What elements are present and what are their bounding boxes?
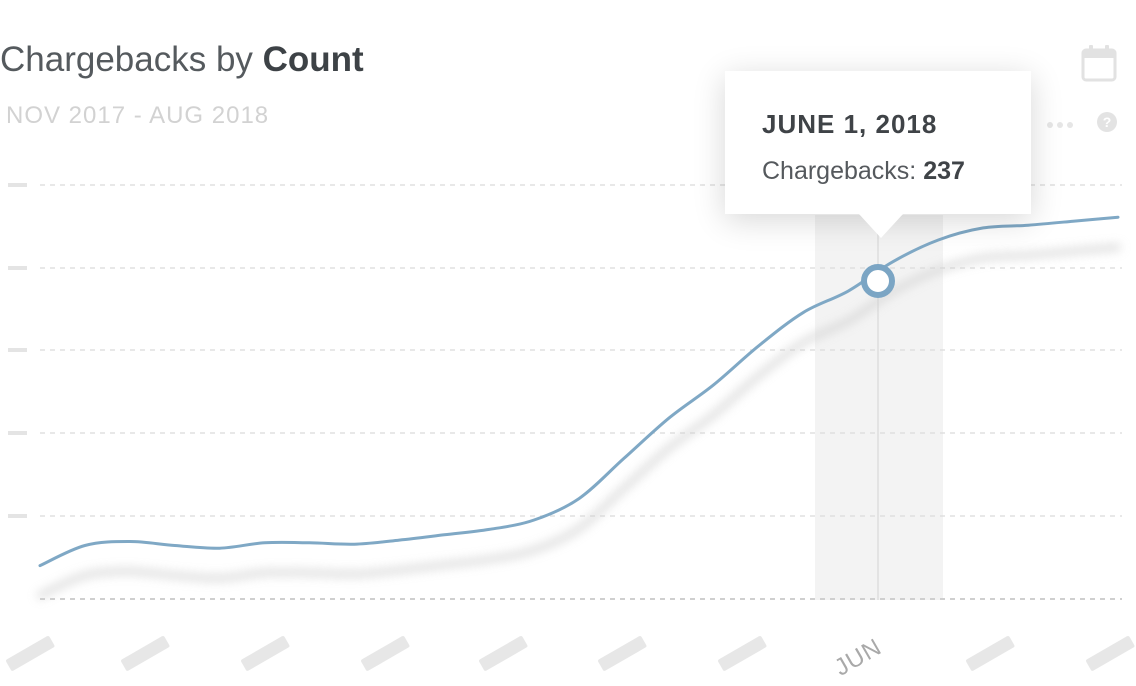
data-point — [621, 455, 627, 461]
data-point — [217, 545, 223, 551]
tooltip-value: 237 — [923, 157, 965, 185]
data-point — [576, 496, 582, 502]
data-point — [801, 309, 807, 315]
tooltip-label: Chargebacks: — [762, 157, 924, 185]
data-tooltip: JUNE 1, 2018 Chargebacks: 237 — [725, 71, 1031, 238]
data-point — [1070, 218, 1076, 224]
x-tick-placeholder — [1086, 636, 1135, 671]
data-point — [890, 258, 896, 264]
series-line-shadow — [37, 244, 1121, 599]
chart-title-emphasis: Count — [262, 40, 364, 79]
data-point — [666, 415, 672, 421]
chart-title-prefix: Chargebacks by — [0, 40, 263, 79]
calendar-icon[interactable] — [1081, 44, 1117, 87]
help-icon[interactable]: ? — [1096, 111, 1118, 138]
highlighted-data-point[interactable] — [861, 264, 895, 298]
data-point — [351, 541, 357, 547]
date-range-subtitle: NOV 2017 - AUG 2018 — [6, 102, 270, 129]
x-tick-label: JUN — [830, 633, 887, 681]
data-point — [307, 540, 313, 546]
x-tick-placeholder — [598, 636, 647, 671]
x-tick-placeholder — [6, 636, 55, 671]
data-point — [756, 343, 762, 349]
data-point — [486, 526, 492, 532]
x-tick-placeholder — [361, 636, 410, 671]
svg-text:?: ? — [1103, 114, 1112, 130]
data-point — [262, 540, 268, 546]
data-point — [531, 517, 537, 523]
data-point — [172, 543, 178, 549]
x-tick-placeholder — [718, 636, 767, 671]
data-point — [127, 539, 133, 545]
x-axis-ticks: JUN — [6, 633, 1135, 682]
x-tick-placeholder — [241, 636, 290, 671]
data-point — [1115, 214, 1121, 220]
tooltip-date: JUNE 1, 2018 — [762, 109, 938, 139]
data-point — [1025, 222, 1031, 228]
series-line — [38, 215, 1120, 568]
data-point — [980, 225, 986, 231]
more-icon[interactable] — [1046, 116, 1074, 134]
data-point — [935, 237, 941, 243]
chart-title: Chargebacks by Count — [0, 40, 364, 80]
data-point — [846, 288, 852, 294]
tooltip-value-row: Chargebacks: 237 — [762, 157, 965, 186]
x-tick-placeholder — [479, 636, 528, 671]
data-point — [441, 532, 447, 538]
data-point — [711, 382, 717, 388]
x-tick-placeholder — [121, 636, 170, 671]
data-point — [396, 537, 402, 543]
data-point — [82, 543, 88, 549]
grid-lines — [8, 183, 1122, 600]
x-tick-placeholder — [966, 636, 1015, 671]
data-point — [37, 563, 43, 569]
